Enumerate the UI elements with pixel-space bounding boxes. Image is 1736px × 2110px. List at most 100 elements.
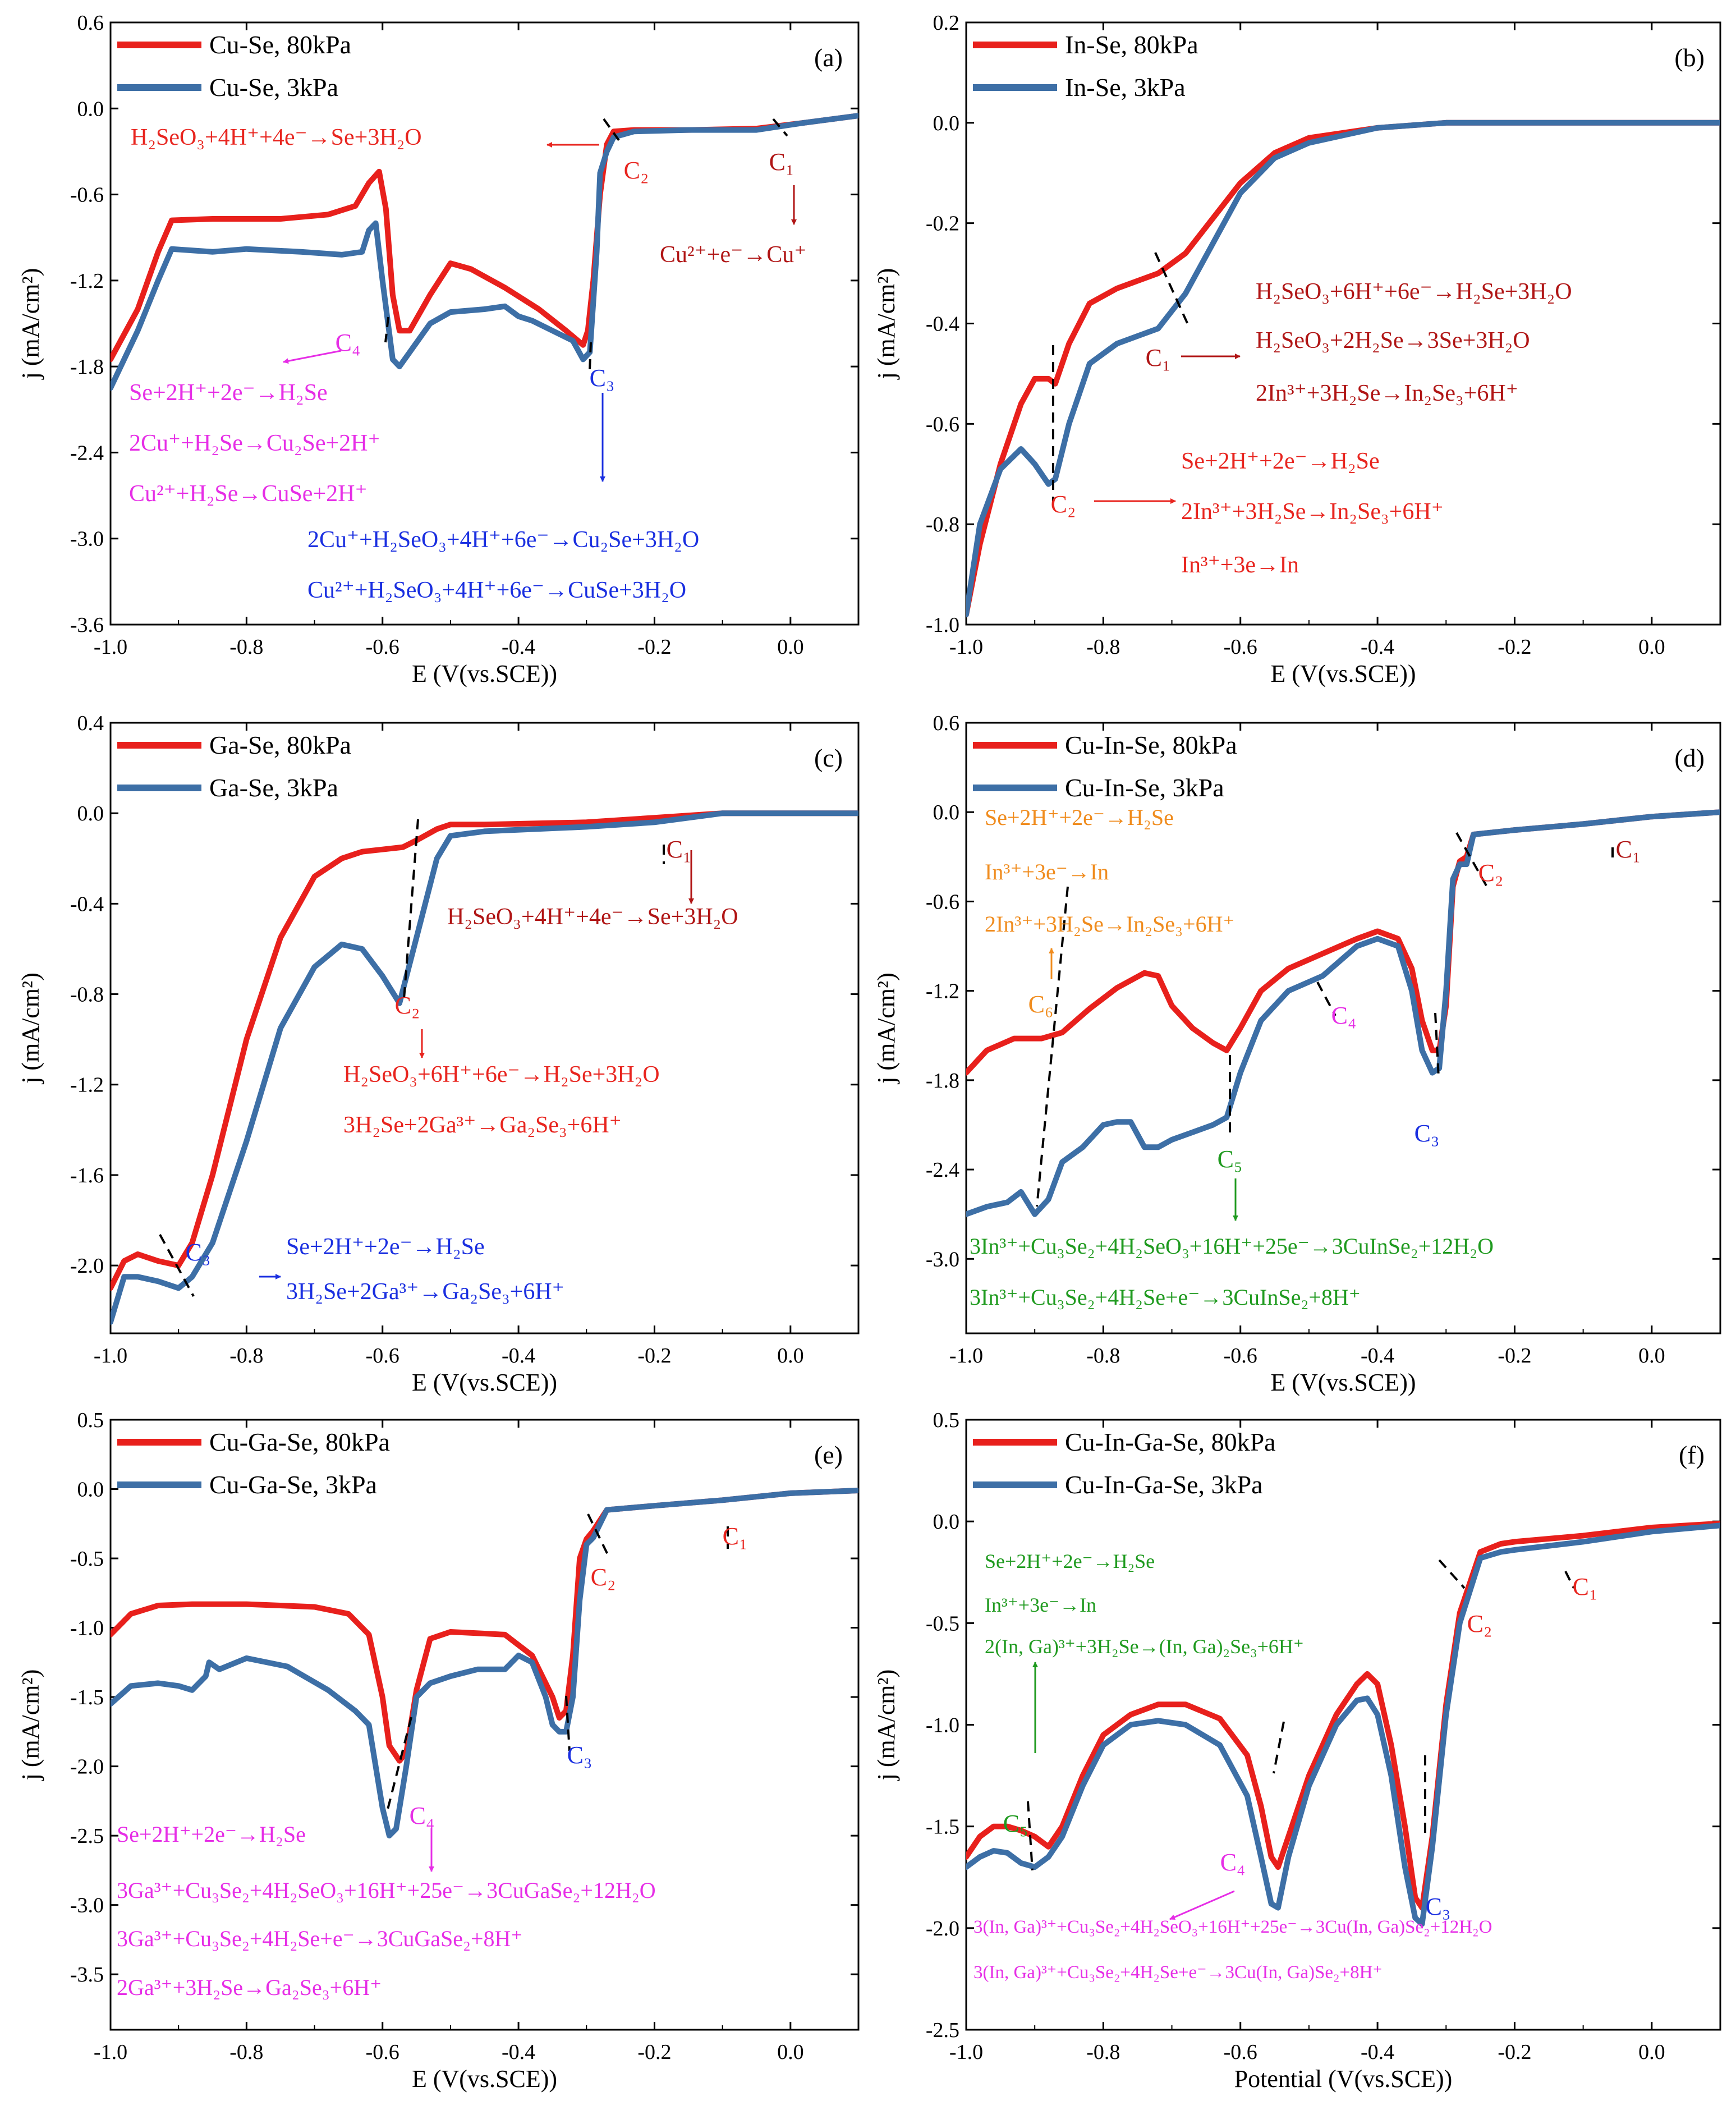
series-line-3kpa bbox=[111, 1488, 858, 1839]
panel-label: (a) bbox=[814, 43, 843, 72]
x-tick-label: -1.0 bbox=[949, 2040, 983, 2064]
x-tick-label: -1.0 bbox=[949, 1344, 983, 1368]
peak-label: C₂ bbox=[395, 992, 420, 1019]
y-tick-label: -1.2 bbox=[70, 1074, 104, 1097]
y-tick-label: -2.5 bbox=[70, 1824, 104, 1848]
series-line-3kpa bbox=[966, 809, 1720, 1217]
y-tick-label: 0.2 bbox=[933, 11, 960, 35]
reaction-annotation: 2(In, Ga)³⁺+3H₂Se→(In, Ga)₂Se₃+6H⁺ bbox=[985, 1635, 1304, 1658]
x-tick-label: -0.8 bbox=[229, 2040, 263, 2064]
y-tick-label: -2.0 bbox=[926, 1917, 959, 1941]
series-line-3kpa bbox=[966, 1522, 1720, 1927]
x-tick-label: -1.0 bbox=[94, 2040, 127, 2064]
panel-e: -1.0 -0.8 -0.6 -0.4 -0.2 0.0 0.5 0.0 -0.5 -1.0 -1.… bbox=[17, 1409, 860, 2093]
y-tick-label: -0.4 bbox=[70, 892, 104, 916]
reaction-annotation: H₂SeO₃+6H⁺+6e⁻→H₂Se+3H₂O bbox=[343, 1062, 660, 1088]
reaction-annotation: In³⁺+3e→In bbox=[1181, 552, 1299, 578]
y-tick-label: -1.6 bbox=[70, 1164, 104, 1187]
x-tick-label: -0.2 bbox=[1498, 2040, 1531, 2064]
y-tick-label: -3.0 bbox=[70, 1894, 104, 1918]
series-line-80kpa bbox=[111, 810, 858, 1291]
y-tick-label: -1.0 bbox=[926, 1714, 959, 1737]
x-tick-label: 0.0 bbox=[777, 1344, 804, 1368]
x-tick-label: 0.0 bbox=[1638, 1344, 1665, 1368]
x-tick-label: -0.6 bbox=[366, 2040, 399, 2064]
panel-c: -1.0 -0.8 -0.6 -0.4 -0.2 0.0 0.4 0.0 -0.4 -0.8 -1.… bbox=[17, 712, 860, 1396]
reaction-annotation: Se+2H⁺+2e⁻→H₂Se bbox=[129, 380, 328, 406]
legend-label: In-Se, 3kPa bbox=[1065, 73, 1186, 102]
peak-label: C₁ bbox=[1573, 1573, 1598, 1600]
reaction-annotation: Se+2H⁺+2e⁻→H₂Se bbox=[117, 1822, 306, 1847]
panel-a: -1.0 -0.8 -0.6 -0.4 -0.2 0.0 0.6 0.0 -0.6 -1.2 -1.… bbox=[17, 11, 860, 687]
series-line-3kpa bbox=[111, 810, 858, 1325]
y-axis-label: j (mA/cm²) bbox=[17, 268, 44, 380]
peak-label: C₂ bbox=[591, 1563, 616, 1591]
x-tick-label: -0.2 bbox=[637, 2040, 671, 2064]
y-tick-label: -1.5 bbox=[70, 1686, 104, 1709]
x-tick-label: 0.0 bbox=[777, 635, 804, 659]
x-tick-label: -0.6 bbox=[1224, 635, 1257, 659]
x-tick-label: -0.4 bbox=[502, 635, 535, 659]
reaction-annotation: Cu²⁺+e⁻→Cu⁺ bbox=[660, 242, 806, 268]
y-tick-label: -0.6 bbox=[926, 890, 959, 914]
reaction-annotation: Cu²⁺+H₂SeO₃+4H⁺+6e⁻→CuSe+3H₂O bbox=[307, 577, 686, 603]
reaction-annotation: H₂SeO₃+6H⁺+6e⁻→H₂Se+3H₂O bbox=[1256, 279, 1572, 305]
reaction-annotation: Se+2H⁺+2e⁻→H₂Se bbox=[985, 1550, 1155, 1572]
x-axis-label: E (V(vs.SCE)) bbox=[412, 1369, 557, 1396]
x-tick-label: -1.0 bbox=[94, 1344, 127, 1368]
peak-label: C₃ bbox=[1426, 1893, 1451, 1920]
series-line-80kpa bbox=[966, 1520, 1720, 1911]
legend-label: Cu-Se, 80kPa bbox=[209, 30, 351, 59]
x-tick-label: -0.8 bbox=[1086, 635, 1120, 659]
reaction-annotation: 3In³⁺+Cu₃Se₂+4H₂Se+e⁻→3CuInSe₂+8H⁺ bbox=[970, 1285, 1361, 1310]
peak-label: C₂ bbox=[1467, 1610, 1492, 1637]
legend-label: Ga-Se, 80kPa bbox=[209, 731, 351, 759]
plot-frame bbox=[109, 1419, 860, 2031]
reaction-annotation: 3H₂Se+2Ga³⁺→Ga₂Se₃+6H⁺ bbox=[343, 1112, 622, 1138]
reaction-annotation: 3Ga³⁺+Cu₃Se₂+4H₂Se+e⁻→3CuGaSe₂+8H⁺ bbox=[117, 1926, 523, 1951]
y-tick-label: -0.8 bbox=[926, 513, 959, 536]
y-tick-label: 0.5 bbox=[933, 1409, 960, 1432]
reaction-annotation: 3In³⁺+Cu₃Se₂+4H₂SeO₃+16H⁺+25e⁻→3CuInSe₂+… bbox=[970, 1233, 1494, 1259]
reaction-annotation: 2Ga³⁺+3H₂Se→Ga₂Se₃+6H⁺ bbox=[117, 1975, 382, 2000]
reaction-annotation: 2In³⁺+3H₂Se→In₂Se₃+6H⁺ bbox=[1256, 380, 1518, 406]
y-tick-label: 0.0 bbox=[933, 1510, 960, 1534]
plot-frame bbox=[965, 722, 1721, 1334]
y-tick-label: 0.0 bbox=[933, 112, 960, 135]
y-tick-label: -2.4 bbox=[926, 1158, 959, 1182]
x-axis-label: E (V(vs.SCE)) bbox=[1270, 660, 1416, 687]
legend-label: Cu-Ga-Se, 80kPa bbox=[209, 1428, 390, 1456]
series-line-3kpa bbox=[966, 120, 1720, 618]
y-axis-label: j (mA/cm²) bbox=[17, 1669, 44, 1782]
peak-label: C₅ bbox=[1003, 1810, 1028, 1837]
reaction-annotation: Cu²⁺+H₂Se→CuSe+2H⁺ bbox=[129, 481, 368, 507]
y-tick-label: -0.8 bbox=[70, 983, 104, 1007]
peak-label: C₅ bbox=[1218, 1145, 1243, 1173]
y-tick-label: -3.0 bbox=[926, 1247, 959, 1271]
y-tick-label: -3.0 bbox=[70, 528, 104, 551]
peak-dash-marker bbox=[1154, 252, 1190, 326]
peak-dash-marker bbox=[1438, 1559, 1466, 1589]
peak-label: C₄ bbox=[410, 1802, 435, 1829]
peak-label: C₄ bbox=[336, 329, 361, 356]
x-tick-label: -0.2 bbox=[637, 635, 671, 659]
x-tick-label: -0.4 bbox=[502, 2040, 535, 2064]
legend-label: Cu-In-Ga-Se, 3kPa bbox=[1065, 1470, 1263, 1499]
y-tick-label: -1.5 bbox=[926, 1815, 959, 1839]
legend-label: In-Se, 80kPa bbox=[1065, 30, 1198, 59]
y-tick-label: -2.5 bbox=[926, 2019, 959, 2042]
peak-label: C₁ bbox=[1616, 836, 1641, 863]
y-tick-label: -1.0 bbox=[70, 1617, 104, 1640]
peak-label: C₂ bbox=[1051, 490, 1076, 518]
reaction-annotation: 3(In, Ga)³⁺+Cu₃Se₂+4H₂SeO₃+16H⁺+25e⁻→3Cu… bbox=[973, 1917, 1492, 1937]
x-tick-label: -0.6 bbox=[366, 635, 399, 659]
x-tick-label: -0.8 bbox=[229, 635, 263, 659]
y-tick-label: 0.6 bbox=[77, 11, 104, 35]
peak-dash-marker bbox=[1036, 886, 1069, 1207]
peak-dash-marker bbox=[403, 819, 419, 999]
x-tick-label: -0.2 bbox=[637, 1344, 671, 1368]
y-tick-label: -0.5 bbox=[70, 1547, 104, 1571]
series-line-80kpa bbox=[966, 120, 1720, 618]
peak-label: C₂ bbox=[624, 157, 649, 184]
